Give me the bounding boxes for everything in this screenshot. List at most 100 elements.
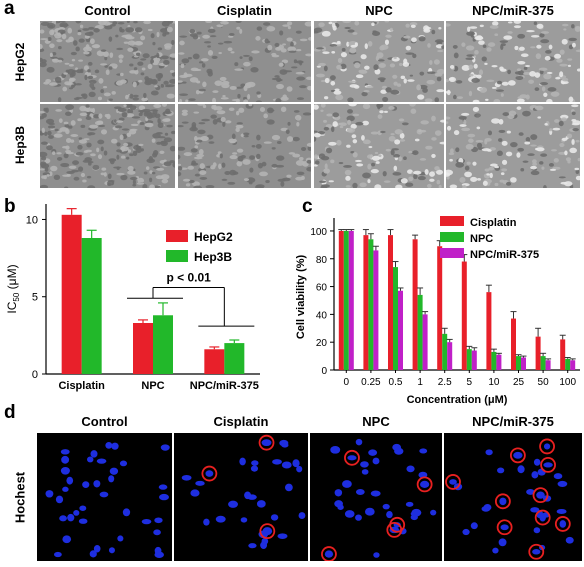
nucleus (66, 476, 74, 485)
nucleus (430, 509, 437, 516)
nucleus (513, 451, 523, 459)
micrograph-1-2 (314, 104, 444, 188)
micrograph-0-2 (314, 21, 444, 102)
nucleus (543, 462, 553, 468)
nucleus (557, 480, 568, 488)
bar-NPC/miR-375-0 (348, 230, 354, 370)
panel-label-b: b (4, 196, 16, 217)
bar-NPC-0 (343, 230, 349, 370)
bar-NPC/miR-375-3 (422, 314, 428, 370)
nucleus (256, 500, 266, 508)
panel-a-col-control: Control (84, 3, 131, 18)
panel-d-row-hochest: Hochest (12, 471, 28, 524)
panel-label-a: a (4, 0, 15, 19)
nucleus (215, 515, 226, 523)
apoptosis-circle (386, 522, 403, 538)
nucleus (410, 514, 418, 521)
nucleus (420, 480, 430, 488)
nucleus (119, 460, 128, 467)
nucleus (261, 439, 272, 447)
nucleus (364, 507, 375, 516)
nucleus (537, 468, 546, 476)
nucleus (344, 510, 355, 518)
bar-NPC-1 (368, 239, 374, 370)
xtick-label: NPC (141, 380, 164, 392)
nucleus (96, 458, 107, 464)
xtick-label: NPC/miR-375 (190, 380, 259, 392)
xtick-label: 100 (559, 377, 576, 388)
micrograph-0-0 (40, 21, 175, 102)
nucleus (59, 515, 67, 522)
nucleus (67, 513, 75, 522)
nucleus (90, 450, 98, 458)
hoechst-image-1 (174, 433, 308, 561)
nucleus (181, 474, 192, 481)
nucleus (342, 480, 352, 488)
nucleus (93, 480, 101, 488)
nucleus (449, 479, 457, 485)
bar-Cisplatin-6 (486, 292, 492, 370)
bar-HepG2-0 (61, 214, 82, 374)
nucleus (60, 449, 70, 455)
nucleus (373, 552, 380, 558)
nucleus (372, 457, 380, 465)
nucleus (536, 491, 545, 499)
nucleus (355, 514, 362, 521)
bar-NPC/miR-375-7 (521, 357, 526, 370)
legend-swatch-NPC (440, 232, 464, 242)
xtick-label: 50 (538, 377, 550, 388)
nucleus (298, 512, 306, 519)
xtick-label: 0 (344, 377, 350, 388)
micrograph-0-3 (446, 21, 580, 102)
nucleus (93, 545, 101, 553)
xtick-label: 0.25 (361, 377, 381, 388)
nucleus (244, 491, 252, 500)
y-axis-label: Cell viability (%) (295, 254, 307, 339)
nucleus (203, 518, 210, 526)
bar-HepG2-2 (204, 349, 225, 374)
nucleus (73, 510, 80, 516)
nucleus (481, 506, 491, 512)
hoechst-image-2 (310, 433, 442, 561)
legend-swatch-Cisplatin (440, 216, 464, 226)
apoptosis-circle (259, 523, 276, 540)
hoechst-image-3 (444, 433, 582, 561)
ytick-label: 100 (310, 227, 327, 238)
nucleus (292, 459, 300, 468)
xtick-label: Cisplatin (58, 380, 105, 392)
bar-Cisplatin-9 (560, 339, 566, 370)
nucleus (498, 538, 507, 547)
nucleus (485, 449, 493, 456)
bar-Cisplatin-8 (535, 336, 541, 370)
bar-NPC/miR-375-5 (471, 350, 477, 370)
nucleus (517, 465, 525, 474)
nucleus (122, 508, 131, 517)
legend-swatch-HepG2 (166, 230, 188, 242)
nucleus (497, 467, 505, 474)
apoptosis-circle (201, 465, 218, 482)
nucleus (248, 543, 257, 549)
bar-NPC/miR-375-4 (447, 342, 453, 370)
apoptosis-circle (534, 509, 551, 526)
bar-NPC-9 (565, 358, 571, 370)
ytick-label: 5 (32, 292, 38, 304)
nucleus (565, 536, 574, 544)
bar-Cisplatin-7 (511, 318, 516, 370)
nucleus (499, 497, 507, 506)
nucleus (105, 442, 113, 449)
apoptosis-circle (445, 474, 461, 490)
apoptosis-circle (509, 447, 526, 464)
apoptosis-circle (344, 449, 360, 466)
micrograph-1-0 (40, 104, 175, 188)
nucleus (500, 524, 509, 531)
nucleus (89, 550, 97, 558)
nucleus (190, 489, 200, 497)
micrograph-0-1 (178, 21, 311, 102)
ytick-label: 40 (316, 310, 328, 321)
bar-NPC/miR-375-1 (373, 250, 379, 370)
nucleus (355, 489, 365, 496)
bar-NPC-8 (540, 356, 546, 370)
nucleus (470, 522, 478, 530)
bar-NPC-3 (417, 294, 423, 370)
